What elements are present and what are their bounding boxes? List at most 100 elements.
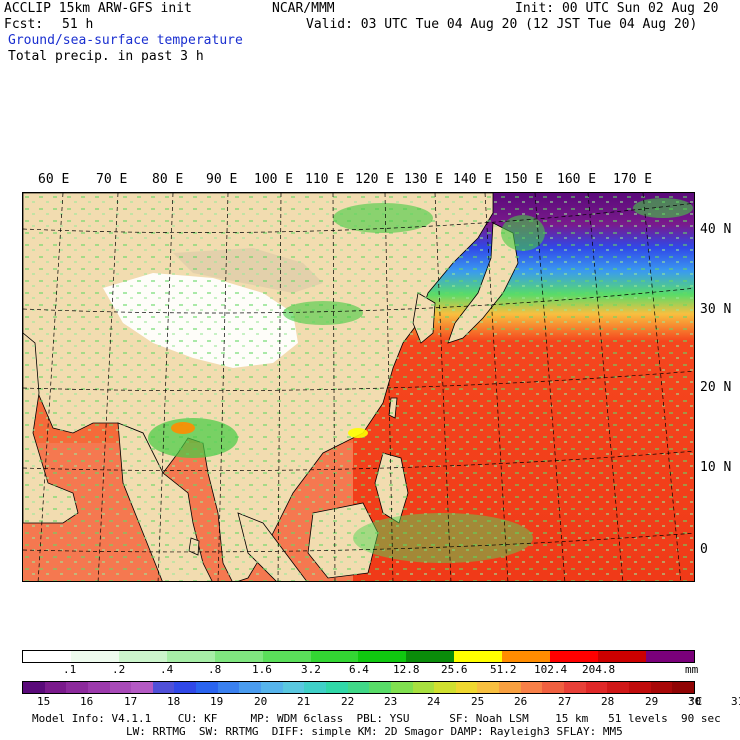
colorbar-swatch (390, 682, 413, 693)
colorbar-swatch (645, 651, 694, 662)
colorbar-label: .8 (208, 663, 222, 676)
colorbar-swatch (282, 682, 305, 693)
colorbar-swatch (598, 651, 646, 662)
colorbar-label: 29 (645, 695, 659, 708)
colorbar-swatch (628, 682, 651, 693)
colorbar-label: 16 (80, 695, 94, 708)
colorbar-label: .1 (63, 663, 77, 676)
colorbar-label: 23 (384, 695, 398, 708)
colorbar-swatch (310, 651, 359, 662)
colorbar-label: 21 (297, 695, 311, 708)
colorbar-label: 18 (167, 695, 181, 708)
colorbar-label: 28 (601, 695, 615, 708)
lon-label: 60 E (38, 172, 70, 187)
colorbar-label: 27 (558, 695, 572, 708)
colorbar-swatch (358, 651, 407, 662)
colorbar-swatch (109, 682, 132, 693)
precip-overlay (23, 193, 694, 581)
precip-unit: mm (685, 663, 699, 676)
colorbar-label: 15 (37, 695, 51, 708)
colorbar-swatch (564, 682, 586, 693)
colorbar-swatch (406, 651, 455, 662)
colorbar-label: 19 (210, 695, 224, 708)
colorbar-swatch (118, 651, 167, 662)
graticule (23, 193, 694, 581)
colorbar-swatch (87, 682, 110, 693)
colorbar-swatch (152, 682, 175, 693)
colorbar-swatch (304, 682, 326, 693)
colorbar-swatch (454, 651, 503, 662)
colorbar-label: 20 (254, 695, 268, 708)
colorbar-label: 24 (427, 695, 441, 708)
colorbar-label: 102.4 (534, 663, 568, 676)
colorbar-label: 26 (514, 695, 528, 708)
fcst-label: Fcst: (4, 17, 44, 32)
init-time: Init: 00 UTC Sun 02 Aug 20 (515, 1, 719, 16)
lon-label: 80 E (152, 172, 184, 187)
colorbar-label: 6.4 (349, 663, 369, 676)
lat-label: 10 N (700, 460, 732, 475)
colorbar-swatch (607, 682, 629, 693)
colorbar-swatch (217, 682, 240, 693)
lat-label: 40 N (700, 222, 732, 237)
lon-label: 120 E (355, 172, 395, 187)
model-info-line2: LW: RRTMG SW: RRTMG DIFF: simple KM: 2D … (126, 725, 623, 738)
colorbar-label: 1.6 (252, 663, 272, 676)
colorbar-swatch (174, 682, 197, 693)
colorbar-swatch (550, 651, 599, 662)
colorbar-swatch (325, 682, 348, 693)
fcst-value: 51 h (62, 17, 94, 32)
colorbar-swatch (261, 682, 283, 693)
colorbar-swatch (23, 682, 45, 693)
temp-unit: °C (689, 695, 703, 708)
colorbar-swatch (66, 682, 88, 693)
colorbar-label: 12.8 (393, 663, 420, 676)
colorbar-swatch (672, 682, 694, 693)
field-temperature: Ground/sea-surface temperature (8, 33, 243, 48)
colorbar-swatch (44, 682, 67, 693)
lon-label: 100 E (254, 172, 294, 187)
colorbar-swatch (23, 651, 71, 662)
colorbar-swatch (499, 682, 521, 693)
temp-colorbar (22, 681, 695, 694)
lon-label: 170 E (613, 172, 653, 187)
precip-colorbar (22, 650, 695, 663)
colorbar-swatch (434, 682, 456, 693)
colorbar-swatch (412, 682, 435, 693)
model-title: ACCLIP 15km ARW-GFS init (4, 1, 192, 16)
lon-label: 160 E (557, 172, 597, 187)
colorbar-label: 3.2 (301, 663, 321, 676)
colorbar-label: 51.2 (490, 663, 517, 676)
lat-label: 20 N (700, 380, 732, 395)
colorbar-label: .4 (160, 663, 174, 676)
model-info-line1: Model Info: V4.1.1 CU: KF MP: WDM 6class… (32, 712, 721, 725)
lon-label: 70 E (96, 172, 128, 187)
colorbar-swatch (70, 651, 119, 662)
colorbar-swatch (520, 682, 543, 693)
colorbar-swatch (239, 682, 262, 693)
colorbar-swatch (131, 682, 153, 693)
colorbar-swatch (369, 682, 391, 693)
lon-label: 130 E (404, 172, 444, 187)
colorbar-label: 31 (731, 695, 740, 708)
colorbar-label: 17 (124, 695, 138, 708)
lat-label: 0 (700, 542, 708, 557)
colorbar-label: 25 (471, 695, 485, 708)
colorbar-label: 25.6 (441, 663, 468, 676)
map-panel (22, 192, 695, 582)
colorbar-swatch (585, 682, 608, 693)
colorbar-swatch (477, 682, 500, 693)
colorbar-swatch (166, 651, 215, 662)
field-precip: Total precip. in past 3 h (8, 49, 204, 64)
org-label: NCAR/MMM (272, 1, 335, 16)
lon-label: 150 E (504, 172, 544, 187)
colorbar-swatch (502, 651, 551, 662)
map-svg (23, 193, 694, 581)
colorbar-swatch (196, 682, 218, 693)
colorbar-label: 30 (688, 695, 702, 708)
colorbar-swatch (214, 651, 263, 662)
lon-label: 140 E (453, 172, 493, 187)
colorbar-swatch (542, 682, 565, 693)
colorbar-swatch (455, 682, 478, 693)
colorbar-label: 22 (341, 695, 355, 708)
